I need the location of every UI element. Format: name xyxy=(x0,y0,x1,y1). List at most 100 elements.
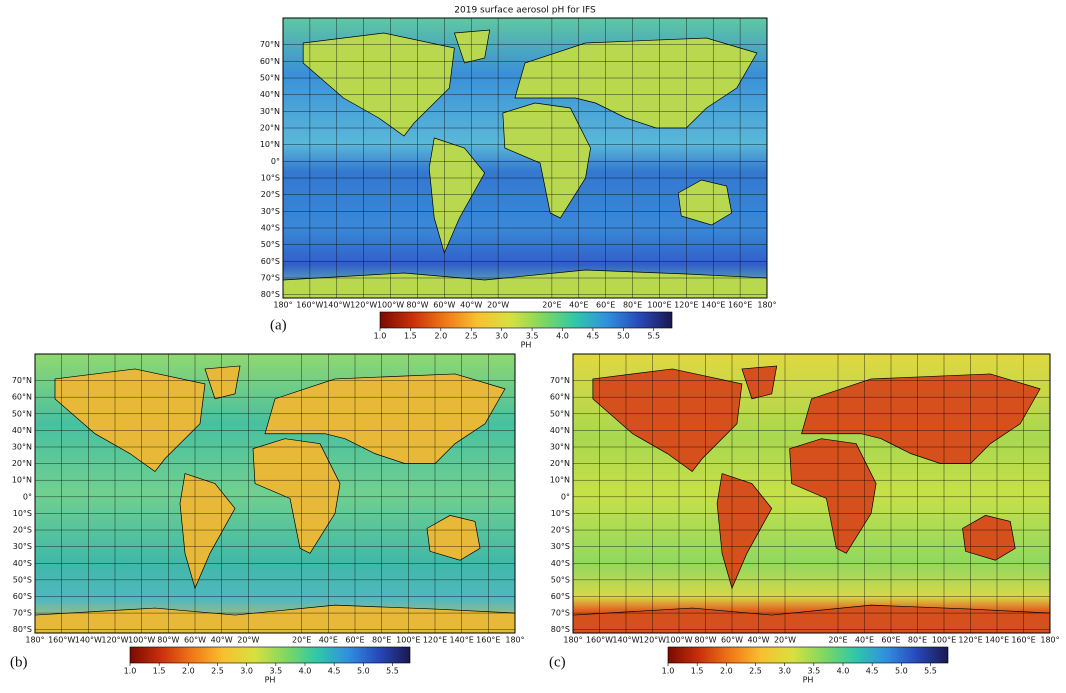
colorbar-tick-label: 2.0 xyxy=(182,667,195,676)
lat-tick-label: 30°N xyxy=(550,443,570,452)
lat-tick-label: 50°N xyxy=(12,409,32,418)
lon-tick-label: 60°W xyxy=(184,636,206,645)
colorbar-tick-label: 4.0 xyxy=(556,332,569,341)
lon-tick-label: 40°E xyxy=(569,301,588,310)
lat-tick-label: 40°S xyxy=(13,559,32,568)
lon-tick-label: 120°E xyxy=(674,301,698,310)
lat-tick-label: 60°S xyxy=(551,592,570,601)
lon-tick-label: 160°W xyxy=(586,636,613,645)
colorbar-tick-label: 4.0 xyxy=(299,667,312,676)
colorbar-label: PH xyxy=(521,341,532,350)
lon-tick-label: 60°E xyxy=(881,636,900,645)
colorbar-tick-label: 5.0 xyxy=(895,667,908,676)
lat-tick-label: 20°N xyxy=(260,124,280,133)
colorbar-tick-label: 1.0 xyxy=(124,667,137,676)
lon-tick-label: 20°W xyxy=(487,301,509,310)
map-panel: 70°N 60°N 50°N 40°N 30°N 20°N 10°N 0° 10°S 20°S 30… xyxy=(260,17,777,350)
lon-tick-label: 120°W xyxy=(350,301,377,310)
colorbar-tick-label: 3.0 xyxy=(778,667,791,676)
lat-tick-label: 40°S xyxy=(261,224,280,233)
colorbar-tick-label: 5.5 xyxy=(647,332,660,341)
lat-tick-label: 20°N xyxy=(12,459,32,468)
colorbar-tick-label: 4.5 xyxy=(587,332,600,341)
lat-tick-label: 60°N xyxy=(550,393,570,402)
panel-label: (c) xyxy=(549,654,566,670)
lat-tick-label: 70°S xyxy=(551,609,570,618)
lon-tick-label: 20°E xyxy=(828,636,847,645)
lon-tick-label: 20°W xyxy=(774,636,796,645)
lon-tick-label: 100°E xyxy=(932,636,956,645)
lon-tick-label: 180° xyxy=(505,636,524,645)
lat-tick-label: 10°N xyxy=(550,476,570,485)
lon-tick-label: 160°W xyxy=(48,636,75,645)
lon-tick-label: 80°E xyxy=(908,636,927,645)
colorbar-tick-label: 2.5 xyxy=(211,667,224,676)
lon-tick-label: 140°E xyxy=(701,301,725,310)
colorbar-label: PH xyxy=(265,676,276,685)
lon-tick-label: 160°W xyxy=(296,301,323,310)
lon-tick-label: 160°E xyxy=(476,636,500,645)
lat-tick-label: 50°S xyxy=(551,575,570,584)
lon-tick-label: 40°W xyxy=(211,636,233,645)
colorbar-tick-label: 1.0 xyxy=(374,332,387,341)
colorbar-tick-label: 4.5 xyxy=(328,667,341,676)
lon-tick-label: 40°W xyxy=(460,301,482,310)
lat-tick-label: 0° xyxy=(561,492,570,501)
colorbar-tick-label: 5.5 xyxy=(924,667,937,676)
lat-tick-label: 0° xyxy=(271,157,280,166)
colorbar-tick-label: 2.5 xyxy=(749,667,762,676)
lat-tick-label: 40°N xyxy=(12,426,32,435)
lon-tick-label: 120°W xyxy=(101,636,128,645)
lat-tick-label: 30°N xyxy=(260,107,280,116)
lat-tick-label: 60°N xyxy=(12,393,32,402)
colorbar xyxy=(379,311,673,329)
colorbar-tick-label: 2.0 xyxy=(434,332,447,341)
colorbar xyxy=(129,646,411,664)
lon-tick-label: 100°W xyxy=(377,301,404,310)
lat-tick-label: 50°S xyxy=(261,240,280,249)
lat-tick-label: 80°S xyxy=(551,625,570,634)
lon-tick-label: 180° xyxy=(757,301,776,310)
lon-tick-label: 180° xyxy=(563,636,582,645)
lon-tick-label: 100°E xyxy=(396,636,420,645)
colorbar-tick-label: 1.5 xyxy=(691,667,704,676)
colorbar-label: PH xyxy=(803,676,814,685)
lat-tick-label: 10°N xyxy=(260,140,280,149)
lon-tick-label: 100°W xyxy=(128,636,155,645)
map-frame xyxy=(282,17,768,299)
lon-tick-label: 100°E xyxy=(647,301,671,310)
lat-tick-label: 40°N xyxy=(260,90,280,99)
lat-tick-label: 70°N xyxy=(12,376,32,385)
colorbar-tick-label: 1.5 xyxy=(153,667,166,676)
lon-tick-label: 160°E xyxy=(728,301,752,310)
lat-tick-label: 30°S xyxy=(261,207,280,216)
colorbar-tick-label: 2.5 xyxy=(465,332,478,341)
lon-tick-label: 120°E xyxy=(423,636,447,645)
lon-tick-label: 140°E xyxy=(450,636,474,645)
lon-tick-label: 120°E xyxy=(958,636,982,645)
lon-tick-label: 80°E xyxy=(623,301,642,310)
lat-tick-label: 10°N xyxy=(12,476,32,485)
lat-tick-label: 40°N xyxy=(550,426,570,435)
lon-tick-label: 120°W xyxy=(639,636,666,645)
colorbar-tick-label: 1.5 xyxy=(404,332,417,341)
lon-tick-label: 180° xyxy=(1040,636,1059,645)
lat-tick-label: 30°S xyxy=(551,542,570,551)
lon-tick-label: 40°W xyxy=(747,636,769,645)
lat-tick-label: 20°S xyxy=(261,190,280,199)
colorbar-tick-label: 3.5 xyxy=(526,332,539,341)
map-panel: 70°N 60°N 50°N 40°N 30°N 20°N 10°N 0° 10°S 20°S 30… xyxy=(549,353,1060,685)
colorbar-tick-label: 2.0 xyxy=(720,667,733,676)
lat-tick-label: 70°S xyxy=(261,274,280,283)
panel-label: (b) xyxy=(10,654,28,670)
panel-label: (a) xyxy=(270,317,287,333)
lat-tick-label: 20°S xyxy=(13,526,32,535)
colorbar-tick-label: 5.5 xyxy=(386,667,399,676)
colorbar-tick-label: 3.0 xyxy=(240,667,253,676)
colorbar-tick-label: 4.5 xyxy=(866,667,879,676)
lon-tick-label: 20°E xyxy=(292,636,311,645)
colorbar xyxy=(667,646,949,664)
colorbar-tick-label: 3.0 xyxy=(495,332,508,341)
lat-tick-label: 50°N xyxy=(260,74,280,83)
